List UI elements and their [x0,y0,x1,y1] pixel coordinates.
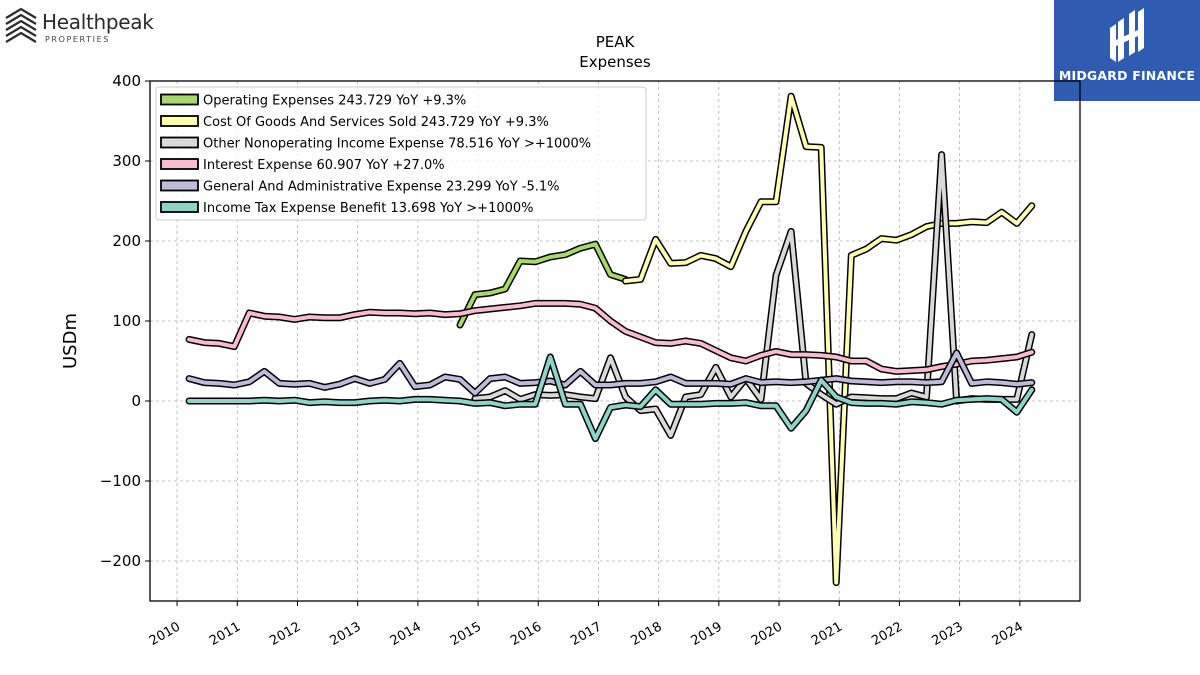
x-axis: 2010 2011 2012 2013 2014 2015 2016 2017 2018 2019… [147,601,1026,649]
y-tick-label: 0 [131,392,141,410]
legend: Operating Expenses 243.729 YoY +9.3% Cost… [155,86,647,221]
midgard-mark-icon [1110,8,1144,62]
series-operating-expenses [456,240,629,329]
y-tick-label: −200 [100,552,141,570]
series-line [187,301,1034,374]
series-income-tax-expense-benefit [185,353,1036,443]
x-tick-label: 2019 [689,619,725,649]
legend-swatch [160,93,199,106]
y-tick-label: −100 [100,472,141,490]
legend-entry: Cost Of Goods And Services Sold 243.729 … [203,115,549,130]
x-tick-label: 2010 [147,619,183,649]
healthpeak-name: Healthpeak [42,10,154,34]
legend-entry: General And Administrative Expense 23.29… [203,180,560,195]
legend-swatch [160,115,199,127]
x-tick-label: 2015 [448,619,484,649]
y-axis: −200 −100 0 100 200 300 400 [100,72,150,570]
legend-swatch [160,179,199,192]
x-tick-label: 2023 [929,619,965,649]
series-line [458,242,628,327]
x-tick-label: 2017 [568,619,604,649]
y-tick-label: 200 [112,232,141,250]
x-tick-label: 2011 [207,619,243,649]
x-tick-label: 2018 [628,619,664,649]
plot-frame [149,80,1081,602]
x-tick-label: 2014 [388,619,424,649]
series-other-nonoperating-income-expense [471,151,1036,439]
y-tick-label: 400 [112,72,141,90]
legend-box [155,86,647,221]
series-general-and-administrative-expense [185,349,1036,397]
legend-swatch [160,136,199,149]
midgard-logo: MIDGARD FINANCE [1054,0,1200,101]
series-line [187,351,1034,395]
x-tick-label: 2016 [508,619,544,649]
y-axis-label: USDm [60,313,81,369]
healthpeak-mark-icon [5,7,37,43]
series-line [473,152,1034,438]
legend-swatch [160,158,199,170]
series-line [187,355,1034,441]
x-tick-label: 2020 [749,619,785,649]
series-lines [185,92,1036,587]
x-tick-label: 2012 [267,619,303,649]
legend-swatch [160,201,199,213]
legend-entry: Operating Expenses 243.729 YoY +9.3% [203,94,466,109]
series-cost-of-goods-and-services-sold [622,92,1036,587]
series-interest-expense [185,299,1036,375]
chart-title: PEAK [596,33,636,51]
y-tick-label: 100 [112,312,141,330]
series-line [623,94,1034,585]
legend-entry: Interest Expense 60.907 YoY +27.0% [203,158,445,173]
legend-entry: Other Nonoperating Income Expense 78.516… [203,137,591,152]
x-tick-label: 2021 [809,619,845,649]
x-tick-label: 2022 [869,619,905,649]
midgard-name: MIDGARD FINANCE [1058,68,1196,83]
x-tick-label: 2013 [328,619,364,649]
legend-entry: Income Tax Expense Benefit 13.698 YoY >+… [203,201,534,216]
chart-subtitle: Expenses [579,53,651,71]
healthpeak-logo: Healthpeak PROPERTIES [4,6,164,46]
healthpeak-sub: PROPERTIES [45,35,110,44]
x-tick-label: 2024 [990,619,1026,649]
y-tick-label: 300 [112,152,141,170]
